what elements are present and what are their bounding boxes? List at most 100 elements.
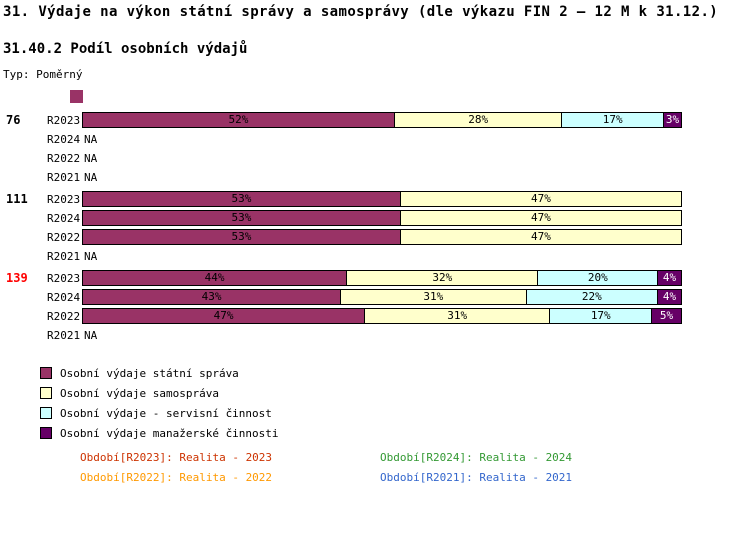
stacked-bar: 43% 31% 22% 4% bbox=[82, 289, 682, 305]
bar-segment: 47% bbox=[83, 309, 365, 323]
chart-row: 139 R2023 44% 32% 20% 4% bbox=[0, 269, 750, 288]
na-value: NA bbox=[84, 152, 98, 165]
row-period-label: R2021 bbox=[47, 171, 81, 184]
bar-segment: 31% bbox=[364, 309, 550, 323]
legend-item: Osobní výdaje státní správa bbox=[40, 363, 279, 383]
bar-segment-value: 20% bbox=[587, 271, 608, 284]
bar-segment: 22% bbox=[525, 290, 658, 304]
row-period-label: R2023 bbox=[47, 193, 81, 206]
group-label: 76 bbox=[6, 113, 21, 127]
legend-swatch bbox=[40, 387, 52, 399]
row-period-label: R2024 bbox=[47, 212, 81, 225]
stacked-bar: 53% 47% bbox=[82, 210, 682, 226]
chart-title: 31. Výdaje na výkon státní správy a samo… bbox=[3, 4, 719, 20]
row-period-label: R2022 bbox=[47, 231, 81, 244]
bar-segment-value: 52% bbox=[228, 113, 249, 126]
bar-segment-value: 43% bbox=[201, 290, 222, 303]
bar-segment-value: 32% bbox=[432, 271, 453, 284]
na-value: NA bbox=[84, 329, 98, 342]
chart-group: 76 R2023 52% 28% 17% 3% R2024 NA R2022 NA R2021 NA bbox=[0, 111, 750, 187]
bar-segment-value: 17% bbox=[590, 309, 611, 322]
bar-segment-value: 4% bbox=[662, 271, 677, 284]
row-period-label: R2023 bbox=[47, 272, 81, 285]
legend-label: Osobní výdaje samospráva bbox=[60, 386, 219, 400]
bar-segment: 5% bbox=[651, 309, 681, 323]
bar-segment-value: 44% bbox=[204, 271, 225, 284]
bar-segment-value: 31% bbox=[447, 309, 468, 322]
chart-row: R2021 NA bbox=[0, 247, 750, 266]
chart-row: R2022 NA bbox=[0, 149, 750, 168]
stacked-bar-chart: 76 R2023 52% 28% 17% 3% R2024 NA R2022 NA R2021 NA 1… bbox=[0, 111, 750, 348]
legend-label: Osobní výdaje státní správa bbox=[60, 366, 239, 380]
bar-segment: 47% bbox=[399, 230, 681, 244]
bar-segment-value: 53% bbox=[231, 192, 252, 205]
chart-row: R2022 47% 31% 17% 5% bbox=[0, 307, 750, 326]
series-marker-square bbox=[70, 90, 83, 103]
bar-segment-value: 22% bbox=[581, 290, 602, 303]
chart-row: 111 R2023 53% 47% bbox=[0, 190, 750, 209]
bar-segment-value: 31% bbox=[423, 290, 444, 303]
row-period-label: R2021 bbox=[47, 329, 81, 342]
bar-segment-value: 47% bbox=[531, 211, 551, 224]
na-value: NA bbox=[84, 171, 98, 184]
stacked-bar: 52% 28% 17% 3% bbox=[82, 112, 682, 128]
bar-segment: 44% bbox=[83, 271, 347, 285]
bar-segment-value: 47% bbox=[531, 230, 551, 243]
chart-type-label: Typ: Poměrný bbox=[3, 68, 83, 81]
bar-segment: 17% bbox=[561, 113, 664, 127]
chart-row: R2021 NA bbox=[0, 326, 750, 345]
bar-segment: 32% bbox=[346, 271, 538, 285]
row-period-label: R2021 bbox=[47, 250, 81, 263]
bar-segment-value: 53% bbox=[231, 211, 252, 224]
bar-segment: 20% bbox=[537, 271, 658, 285]
legend-swatch bbox=[40, 407, 52, 419]
legend-label: Osobní výdaje manažerské činnosti bbox=[60, 426, 279, 440]
footer-period-label: Období[R2021]: Realita - 2021 bbox=[380, 471, 573, 484]
stacked-bar: 47% 31% 17% 5% bbox=[82, 308, 682, 324]
group-label: 111 bbox=[6, 192, 28, 206]
row-period-label: R2024 bbox=[47, 133, 81, 146]
chart-row: R2024 53% 47% bbox=[0, 209, 750, 228]
bar-segment-value: 17% bbox=[602, 113, 623, 126]
bar-segment: 53% bbox=[83, 230, 400, 244]
legend-swatch bbox=[40, 427, 52, 439]
bar-segment-value: 5% bbox=[659, 309, 674, 322]
bar-segment-value: 4% bbox=[662, 290, 677, 303]
bar-segment: 52% bbox=[83, 113, 394, 127]
footer-period-label: Období[R2022]: Realita - 2022 bbox=[80, 471, 273, 484]
stacked-bar: 53% 47% bbox=[82, 191, 682, 207]
row-period-label: R2022 bbox=[47, 152, 81, 165]
legend-label: Osobní výdaje - servisní činnost bbox=[60, 406, 272, 420]
bar-segment: 47% bbox=[399, 192, 681, 206]
row-period-label: R2022 bbox=[47, 310, 81, 323]
na-value: NA bbox=[84, 133, 98, 146]
bar-segment: 3% bbox=[663, 113, 681, 127]
bar-segment-value: 47% bbox=[213, 309, 234, 322]
bar-segment: 53% bbox=[83, 192, 400, 206]
bar-segment: 53% bbox=[83, 211, 400, 225]
chart-legend: Osobní výdaje státní správa Osobní výdaje… bbox=[40, 363, 279, 443]
legend-item: Osobní výdaje samospráva bbox=[40, 383, 279, 403]
chart-row: R2024 NA bbox=[0, 130, 750, 149]
legend-swatch bbox=[40, 367, 52, 379]
stacked-bar: 44% 32% 20% 4% bbox=[82, 270, 682, 286]
bar-segment-value: 3% bbox=[665, 113, 680, 126]
chart-row: 76 R2023 52% 28% 17% 3% bbox=[0, 111, 750, 130]
bar-segment: 17% bbox=[549, 309, 652, 323]
legend-item: Osobní výdaje - servisní činnost bbox=[40, 403, 279, 423]
chart-subtitle: 31.40.2 Podíl osobních výdajů bbox=[3, 41, 248, 57]
footer-period-label: Období[R2023]: Realita - 2023 bbox=[80, 451, 273, 464]
group-label: 139 bbox=[6, 271, 28, 285]
na-value: NA bbox=[84, 250, 98, 263]
chart-row: R2024 43% 31% 22% 4% bbox=[0, 288, 750, 307]
bar-segment: 43% bbox=[83, 290, 341, 304]
bar-segment: 31% bbox=[340, 290, 526, 304]
bar-segment: 28% bbox=[393, 113, 562, 127]
chart-row: R2022 53% 47% bbox=[0, 228, 750, 247]
chart-row: R2021 NA bbox=[0, 168, 750, 187]
row-period-label: R2023 bbox=[47, 114, 81, 127]
chart-group: 139 R2023 44% 32% 20% 4% R2024 43% 31% 22% 4% R2022… bbox=[0, 269, 750, 345]
stacked-bar: 53% 47% bbox=[82, 229, 682, 245]
period-footer: Období[R2023]: Realita - 2023 Období[R202… bbox=[0, 448, 750, 488]
